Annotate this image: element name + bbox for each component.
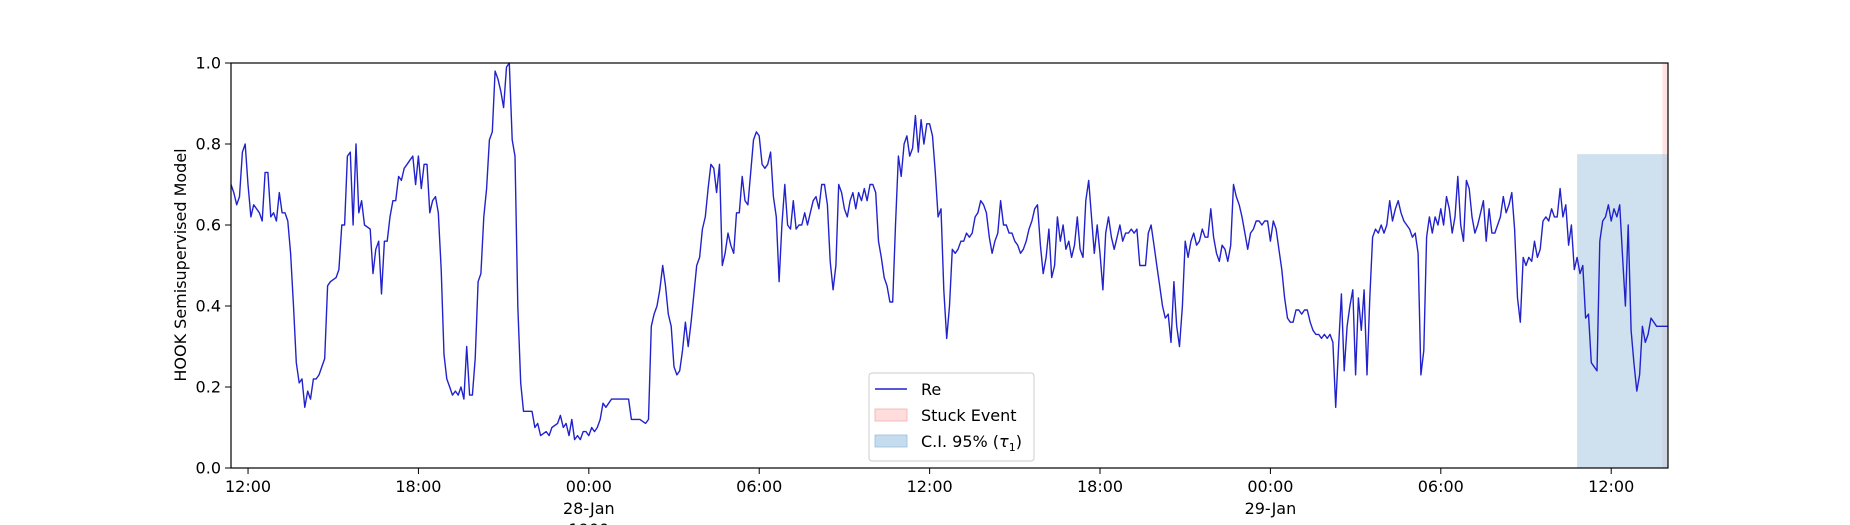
x-tick-sublabel: 28-Jan (563, 499, 615, 518)
legend-label: Stuck Event (921, 406, 1017, 425)
plot-frame (230, 62, 1669, 469)
x-tick-label: 06:00 (1418, 477, 1464, 496)
legend-label: Re (921, 380, 941, 399)
y-tick-label: 1.0 (196, 54, 221, 73)
series-line-0 (230, 62, 1668, 441)
x-tick-label: 12:00 (1588, 477, 1634, 496)
x-tick-label: 06:00 (736, 477, 782, 496)
legend-patch-swatch (874, 434, 908, 448)
x-tick-sublabel: 29-Jan (1245, 499, 1297, 518)
legend: Re Stuck Event C.I. 95% (τ1) (868, 372, 1035, 462)
y-axis-title: HOOK Semisupervised Model (171, 148, 190, 381)
x-axis: 12:00 18:00 00:00 28-Jan 1900 06:00 12:00 18:00… (225, 468, 1634, 525)
x-tick-label: 00:00 (566, 477, 612, 496)
legend-frame (868, 372, 1035, 462)
y-tick-label: 0.6 (196, 216, 221, 235)
x-tick-sublabel: 1900 (568, 520, 609, 525)
band-1 (1577, 154, 1668, 468)
y-tick-label: 0.2 (196, 378, 221, 397)
y-tick-label: 0.8 (196, 135, 221, 154)
x-tick-label: 00:00 (1247, 477, 1293, 496)
y-tick-label: 0.4 (196, 297, 221, 316)
legend-label: C.I. 95% (τ1) (921, 432, 1022, 454)
y-axis: 0.0 0.2 0.4 0.6 0.8 1.0 (196, 54, 231, 478)
x-tick-label: 12:00 (225, 477, 271, 496)
bands-layer (1577, 63, 1668, 468)
legend-patch-swatch (874, 408, 908, 422)
y-tick-label: 0.0 (196, 459, 221, 478)
x-tick-label: 18:00 (395, 477, 441, 496)
x-tick-label: 12:00 (907, 477, 953, 496)
x-tick-label: 18:00 (1077, 477, 1123, 496)
series-layer (230, 62, 1668, 441)
